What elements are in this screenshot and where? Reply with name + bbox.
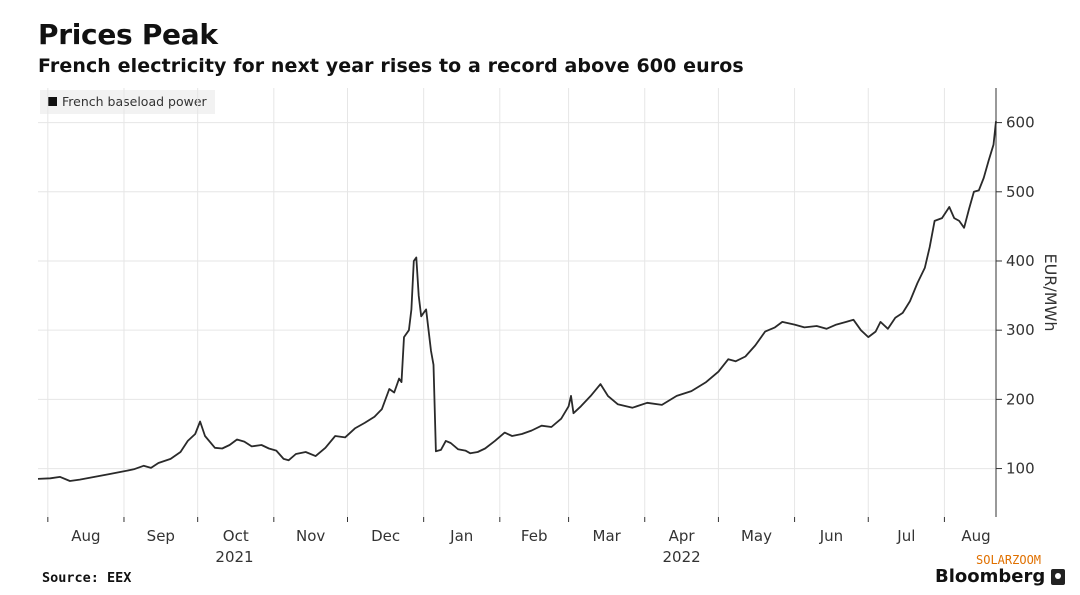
source-note: Source: EEX xyxy=(42,570,132,586)
chart-legend: French baseload power xyxy=(40,90,215,114)
y-tick-label: 400 xyxy=(1006,252,1035,270)
x-tick-label: May xyxy=(741,527,772,545)
chart-subtitle: French electricity for next year rises t… xyxy=(38,55,744,77)
x-tick-label: Jun xyxy=(819,527,843,545)
x-tick-label: Apr xyxy=(669,527,696,545)
brand-name: Bloomberg xyxy=(935,566,1046,587)
y-tick-label: 300 xyxy=(1006,321,1035,339)
legend-swatch xyxy=(48,97,57,106)
x-tick-label: Nov xyxy=(296,527,325,545)
x-year-label: 2021 xyxy=(215,548,253,566)
x-tick-label: Dec xyxy=(371,527,400,545)
series-line-french-baseload-power xyxy=(37,121,997,482)
x-tick-label: Mar xyxy=(593,527,622,545)
x-tick-label: Feb xyxy=(521,527,548,545)
legend-label: French baseload power xyxy=(62,94,207,109)
watermark: SOLARZOOM xyxy=(976,553,1042,567)
bloomberg-logo: Bloomberg xyxy=(935,566,1066,587)
y-tick-label: 200 xyxy=(1006,390,1035,408)
x-year-label: 2022 xyxy=(662,548,700,566)
x-tick-label: Oct xyxy=(223,527,249,545)
x-tick-label: Sep xyxy=(147,527,175,545)
chart-title: Prices Peak xyxy=(38,18,218,51)
y-tick-label: 600 xyxy=(1006,114,1035,132)
bloomberg-logo-icon xyxy=(1051,568,1066,585)
x-tick-label: Jul xyxy=(896,527,915,545)
y-axis-title: EUR/MWh xyxy=(1041,253,1060,331)
x-tick-label: Aug xyxy=(961,527,990,545)
x-tick-label: Aug xyxy=(71,527,100,545)
y-tick-label: 100 xyxy=(1006,460,1035,478)
y-tick-label: 500 xyxy=(1006,183,1035,201)
x-tick-label: Jan xyxy=(449,527,473,545)
